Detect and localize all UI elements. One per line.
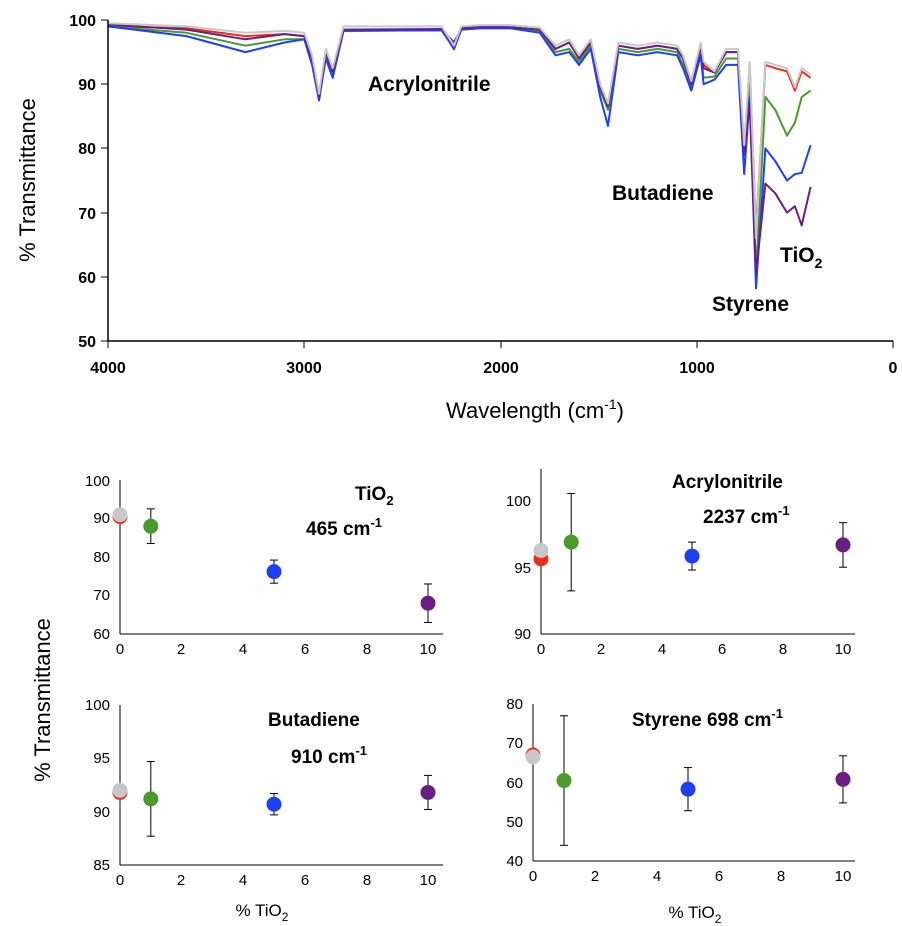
x-tick: 6 — [715, 868, 723, 885]
spectrum-ticks — [101, 19, 894, 348]
annotation-styrene: Styrene — [712, 293, 789, 316]
x-tick: 6 — [301, 872, 309, 889]
spec-x-axis-title: Wavelength (cm-1) — [446, 396, 624, 423]
panel-subtitle: 910 cm-1 — [291, 743, 367, 768]
y-tick: 95 — [514, 560, 531, 577]
spec-y-tick: 90 — [78, 77, 96, 94]
x-tick: 2 — [177, 641, 185, 658]
y-tick: 80 — [93, 549, 110, 566]
x-tick: 8 — [777, 868, 785, 885]
x-tick: 6 — [718, 641, 726, 658]
spectrum-chart: 100 90 80 70 60 50 4000 3000 2000 1000 0… — [15, 13, 898, 423]
data-point-blue — [266, 796, 282, 812]
x-tick: 2 — [597, 641, 605, 658]
data-point-gray — [112, 782, 128, 798]
data-point-green — [556, 773, 572, 789]
panel-butadiene: 100 95 90 85 0 2 4 6 8 10 Butadiene 910 … — [85, 697, 443, 924]
panel-marks — [533, 492, 851, 592]
spec-y-tick: 50 — [78, 334, 96, 351]
panel-title: Butadiene — [268, 710, 360, 731]
y-tick: 100 — [85, 697, 110, 714]
data-point-purple — [420, 784, 436, 800]
spec-x-tick: 2000 — [483, 360, 519, 377]
y-tick: 90 — [514, 626, 531, 643]
panel-marks — [112, 761, 436, 837]
data-point-purple — [835, 771, 851, 787]
y-tick: 90 — [93, 804, 110, 821]
y-tick: 70 — [506, 735, 523, 752]
annotation-acrylonitrile: Acrylonitrile — [368, 73, 491, 96]
spec-y-axis-title: % Transmittance — [15, 98, 40, 262]
x-tick: 4 — [239, 872, 247, 889]
panel-subtitle: 2237 cm-1 — [703, 503, 790, 528]
panel-marks — [525, 715, 851, 846]
panel-title: TiO2 — [355, 484, 394, 508]
x-tick: 0 — [529, 868, 537, 885]
x-tick: 0 — [116, 872, 124, 889]
y-tick: 80 — [506, 696, 523, 713]
x-tick: 4 — [653, 868, 661, 885]
shared-y-axis-title: % Transmittance — [30, 618, 55, 782]
spec-y-tick: 100 — [69, 13, 96, 30]
data-point-purple — [420, 595, 436, 611]
data-point-blue — [266, 564, 282, 580]
x-tick: 2 — [591, 868, 599, 885]
x-tick: 10 — [420, 872, 437, 889]
y-tick: 95 — [93, 750, 110, 767]
spectrum-series — [107, 22, 812, 290]
spec-y-tick: 70 — [78, 206, 96, 223]
panel-subtitle: 465 cm-1 — [306, 515, 382, 540]
x-tick: 2 — [177, 872, 185, 889]
data-point-green — [143, 791, 159, 807]
x-tick: 10 — [420, 641, 437, 658]
x-tick: 6 — [301, 641, 309, 658]
data-point-green — [563, 534, 579, 550]
y-tick: 85 — [93, 857, 110, 874]
y-tick: 60 — [506, 775, 523, 792]
spec-x-tick: 4000 — [90, 360, 126, 377]
spec-x-tick: 1000 — [679, 360, 715, 377]
data-point-blue — [680, 781, 696, 797]
data-point-blue — [684, 548, 700, 564]
y-tick: 90 — [93, 510, 110, 527]
data-point-green — [143, 518, 159, 534]
y-tick: 100 — [506, 493, 531, 510]
x-tick: 8 — [779, 641, 787, 658]
x-tick: 4 — [239, 641, 247, 658]
x-tick: 0 — [537, 641, 545, 658]
panel-marks — [112, 507, 436, 623]
y-tick: 50 — [506, 814, 523, 831]
panel-tio2: 100 90 80 70 60 0 2 4 6 8 10 TiO2 465 cm… — [85, 473, 443, 658]
panel-x-axis-title: % TiO2 — [669, 903, 722, 926]
y-tick: 40 — [506, 853, 523, 870]
x-tick: 4 — [658, 641, 666, 658]
y-tick: 60 — [93, 626, 110, 643]
spec-y-tick: 60 — [78, 270, 96, 287]
spec-x-tick: 0 — [889, 360, 898, 377]
x-tick: 8 — [363, 872, 371, 889]
spec-y-tick: 80 — [78, 141, 96, 158]
panel-title: Acrylonitrile — [672, 472, 783, 493]
spec-x-tick: 3000 — [286, 360, 322, 377]
annotation-tio2: TiO2 — [780, 244, 823, 271]
x-tick: 10 — [835, 868, 852, 885]
y-tick: 100 — [85, 473, 110, 490]
annotation-butadiene: Butadiene — [612, 182, 714, 205]
data-point-gray — [533, 543, 549, 558]
data-point-gray — [525, 749, 541, 765]
data-point-gray — [112, 507, 128, 523]
data-point-purple — [835, 537, 851, 553]
y-tick: 70 — [93, 587, 110, 604]
panel-title: Styrene 698 cm-1 — [632, 706, 783, 731]
panel-styrene: 80 70 60 50 40 0 2 4 6 8 10 Styrene 698 … — [506, 696, 855, 926]
x-tick: 8 — [363, 641, 371, 658]
spectrum-line-gray — [107, 22, 812, 240]
x-tick: 0 — [116, 641, 124, 658]
panel-acrylonitrile: 100 95 90 0 2 4 6 8 10 Acrylonitrile 223… — [506, 469, 855, 658]
panel-x-axis-title: % TiO2 — [236, 901, 289, 924]
x-tick: 10 — [835, 641, 852, 658]
